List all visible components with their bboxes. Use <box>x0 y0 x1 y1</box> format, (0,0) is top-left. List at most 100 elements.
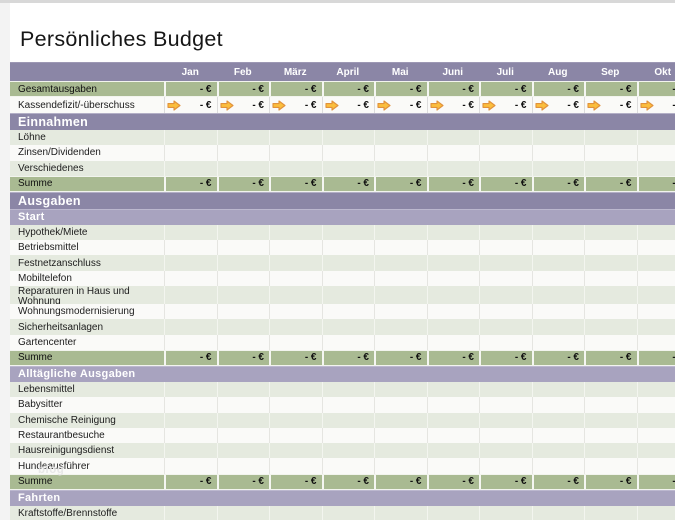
value-cell[interactable] <box>269 319 322 335</box>
value-cell[interactable] <box>479 224 532 241</box>
value-cell[interactable] <box>636 145 675 161</box>
value-cell[interactable] <box>426 412 480 428</box>
value-cell[interactable] <box>584 160 637 176</box>
value-cell[interactable] <box>374 319 427 335</box>
sum-cell[interactable]: - € <box>374 176 427 191</box>
sum-cell[interactable]: - € <box>584 176 637 191</box>
month-header-cell[interactable]: Mai <box>391 66 409 78</box>
value-cell[interactable] <box>374 240 427 256</box>
sum-cell[interactable]: - € <box>216 350 270 365</box>
row-label[interactable]: Fahrten <box>18 492 61 505</box>
value-cell[interactable] <box>531 443 585 459</box>
row-label[interactable]: Restaurantbesuche <box>18 430 105 441</box>
row-label[interactable]: Festnetzanschluss <box>18 257 101 269</box>
row-label[interactable]: Einnahmen <box>18 115 89 129</box>
value-cell[interactable] <box>374 286 427 305</box>
row-label[interactable]: Chemische Reinigung <box>18 414 116 426</box>
value-cell[interactable] <box>426 397 480 413</box>
month-header-cell[interactable]: Juli <box>496 66 514 78</box>
value-cell[interactable] <box>636 505 675 520</box>
value-cell[interactable] <box>216 286 270 305</box>
value-cell[interactable] <box>426 443 480 459</box>
value-cell[interactable] <box>216 334 270 350</box>
value-cell[interactable] <box>269 145 322 161</box>
value-cell[interactable] <box>584 458 637 474</box>
row-label[interactable]: Mobiltelefon <box>18 272 72 284</box>
value-cell[interactable] <box>164 270 217 287</box>
value-cell[interactable] <box>374 443 427 459</box>
indicator-cell[interactable]: - € <box>321 97 375 113</box>
value-cell[interactable] <box>479 505 532 520</box>
value-cell[interactable] <box>269 130 322 146</box>
value-cell[interactable] <box>636 224 675 241</box>
value-cell[interactable] <box>164 412 217 428</box>
value-cell[interactable] <box>164 381 217 398</box>
value-cell[interactable] <box>269 270 322 287</box>
row-label[interactable]: Gartencenter <box>18 336 77 348</box>
value-cell[interactable] <box>426 224 480 241</box>
value-cell[interactable] <box>216 505 270 520</box>
value-cell[interactable] <box>479 240 532 256</box>
value-cell[interactable] <box>164 443 217 459</box>
value-cell[interactable] <box>531 224 585 241</box>
value-cell[interactable] <box>636 304 675 320</box>
value-cell[interactable] <box>531 505 585 520</box>
value-cell[interactable] <box>531 334 585 350</box>
value-cell[interactable] <box>426 270 480 287</box>
value-cell[interactable] <box>374 160 427 176</box>
sum-cell[interactable]: - € <box>164 176 217 191</box>
value-cell[interactable] <box>426 145 480 161</box>
value-cell[interactable] <box>479 286 532 305</box>
row-label[interactable]: Summe <box>18 178 53 190</box>
value-cell[interactable] <box>584 412 637 428</box>
value-cell[interactable] <box>531 145 585 161</box>
value-cell[interactable] <box>636 397 675 413</box>
sum-cell[interactable]: - € <box>269 350 322 365</box>
value-cell[interactable] <box>321 224 375 241</box>
value-cell[interactable] <box>531 160 585 176</box>
value-cell[interactable] <box>636 319 675 335</box>
value-cell[interactable] <box>636 427 675 444</box>
sum-cell[interactable]: - € <box>164 474 217 489</box>
value-cell[interactable] <box>531 270 585 287</box>
value-cell[interactable] <box>479 397 532 413</box>
sum-cell[interactable]: - € <box>531 350 585 365</box>
row-label[interactable]: Löhne <box>18 132 46 144</box>
sum-cell[interactable]: - € <box>164 350 217 365</box>
value-cell[interactable] <box>584 304 637 320</box>
value-cell[interactable] <box>636 458 675 474</box>
value-cell[interactable] <box>321 427 375 444</box>
value-cell[interactable] <box>164 224 217 241</box>
sum-cell[interactable]: - € <box>636 82 675 96</box>
value-cell[interactable] <box>426 286 480 305</box>
value-cell[interactable] <box>636 381 675 398</box>
value-cell[interactable] <box>216 427 270 444</box>
value-cell[interactable] <box>374 397 427 413</box>
sum-cell[interactable]: - € <box>584 350 637 365</box>
value-cell[interactable] <box>216 412 270 428</box>
value-cell[interactable] <box>269 255 322 271</box>
value-cell[interactable] <box>164 458 217 474</box>
value-cell[interactable] <box>531 381 585 398</box>
value-cell[interactable] <box>321 397 375 413</box>
value-cell[interactable] <box>374 304 427 320</box>
value-cell[interactable] <box>269 240 322 256</box>
sum-cell[interactable]: - € <box>269 176 322 191</box>
value-cell[interactable] <box>636 443 675 459</box>
value-cell[interactable] <box>269 505 322 520</box>
value-cell[interactable] <box>321 319 375 335</box>
row-label[interactable]: Summe <box>18 352 53 364</box>
indicator-cell[interactable]: - € <box>164 97 217 113</box>
month-header-cell[interactable]: Okt <box>654 66 672 78</box>
value-cell[interactable] <box>426 427 480 444</box>
sum-cell[interactable]: - € <box>426 474 480 489</box>
sum-cell[interactable]: - € <box>321 474 375 489</box>
row-label[interactable]: Kraftstoffe/Brennstoffe <box>18 507 118 519</box>
value-cell[interactable] <box>216 224 270 241</box>
value-cell[interactable] <box>584 270 637 287</box>
value-cell[interactable] <box>426 240 480 256</box>
sum-cell[interactable]: - € <box>216 474 270 489</box>
value-cell[interactable] <box>216 304 270 320</box>
sum-cell[interactable]: - € <box>269 474 322 489</box>
indicator-cell[interactable]: - € <box>269 97 322 113</box>
